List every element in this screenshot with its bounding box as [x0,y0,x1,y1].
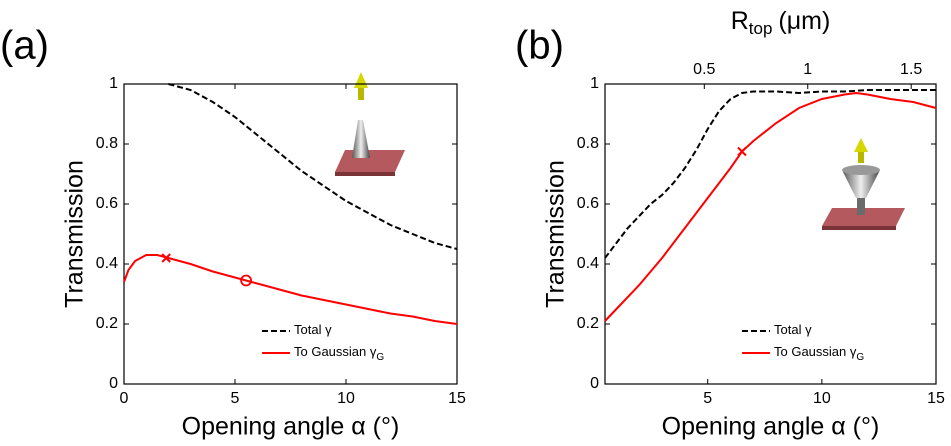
x-tick-label: 15 [448,390,466,407]
y-axis-label: Transmission [61,160,89,308]
y-tick-label: 1 [109,75,118,92]
y-tick-label: 1 [590,75,599,92]
legend-name: Total γ [774,322,812,337]
y-tick-label: 0.2 [96,315,118,332]
x-tick-label: 10 [813,390,831,407]
marker [240,274,253,287]
legend-name: To Gaussian γ [294,344,377,359]
panel-label: (b) [515,24,564,68]
y-axis-label: Transmission [542,160,570,308]
legend-name-sub: G [856,352,864,363]
y-tick-label: 0.6 [96,195,118,212]
inset-b [822,138,905,230]
x2-tick-label: 1.5 [900,61,922,78]
legend-label: Total γ [294,322,332,337]
y-tick-label: 0.4 [577,255,599,272]
x-tick-label: 5 [703,390,712,407]
series-line [604,91,937,322]
x2-axis-label-main: R [731,7,749,35]
legend-label: To Gaussian γG [294,344,384,362]
panel-label: (a) [0,24,49,68]
plot-frame [123,83,458,385]
y-tick-label: 0 [590,375,599,392]
series-line [604,89,936,259]
legend-label: To Gaussian γG [774,344,864,362]
marker [161,253,171,263]
y-tick-label: 0.2 [577,315,599,332]
legend-name-sub: G [376,352,384,363]
series-line [168,83,458,250]
legend-name: Total γ [294,322,332,337]
x2-axis-label-sub: top [749,19,773,38]
series-line [123,254,458,325]
x-axis-label: Opening angle α (°) [182,413,400,441]
y-tick-label: 0.4 [96,255,118,272]
x-tick-label: 5 [231,390,240,407]
x2-axis-label-unit: (μm) [778,7,830,35]
y-tick-label: 0.8 [577,135,599,152]
y-tick-label: 0.6 [577,195,599,212]
x-tick-label: 15 [927,390,945,407]
plot-frame [604,83,937,385]
x-tick-label: 10 [337,390,355,407]
legend-label: Total γ [774,322,812,337]
x2-axis-label: Rtop (μm) [731,7,831,39]
x2-tick-label: 0.5 [693,61,715,78]
x-axis-label: Opening angle α (°) [662,413,880,441]
x-tick-label: 0 [120,390,129,407]
y-tick-label: 0 [109,375,118,392]
y-tick-label: 0.8 [96,135,118,152]
x2-tick-label: 1 [803,61,812,78]
marker [737,146,747,157]
legend-name: To Gaussian γ [774,344,857,359]
